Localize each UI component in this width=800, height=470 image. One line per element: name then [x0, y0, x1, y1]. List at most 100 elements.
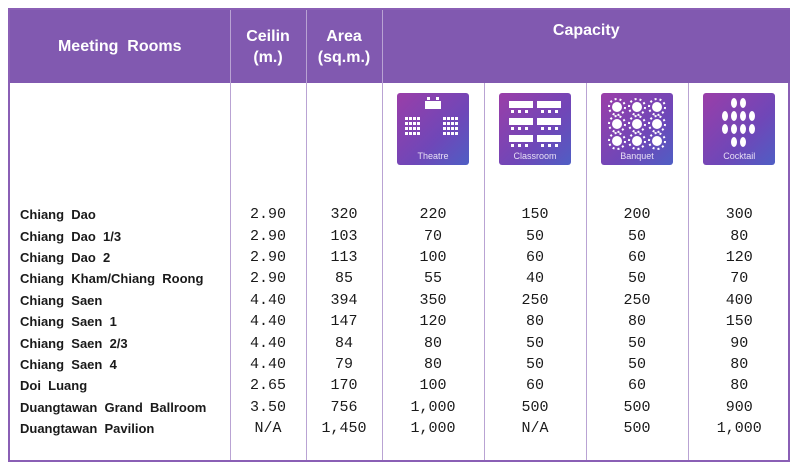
cell-theatre: 100 [382, 246, 485, 269]
cell-area: 147 [306, 310, 383, 333]
layout-theatre-cell: Theatre [382, 83, 485, 204]
cell-ceiling: 2.90 [230, 246, 307, 269]
meeting-rooms-table: Meeting Rooms Ceilin (m.) Area (sq.m.) C… [10, 10, 791, 460]
cell-cocktail: 1,000 [716, 420, 762, 438]
cell-cocktail: 90 [730, 334, 749, 352]
cell-name: Chiang Dao 1/3 [10, 225, 231, 247]
table-row: Chiang Saen 4 4.40 79 80 50 50 80 [10, 353, 790, 376]
cocktail-label: Cocktail [723, 151, 756, 162]
cell-banquet: 200 [586, 203, 689, 226]
table-row: Chiang Dao 1/3 2.90 103 70 50 50 80 [10, 225, 790, 247]
cell-cocktail: 80 [730, 377, 749, 395]
table-row: Chiang Dao 2.90 320 220 150 200 300 [10, 203, 790, 226]
cell-theatre: 80 [382, 332, 485, 354]
header-capacity: Capacity [382, 10, 791, 84]
cell-area: 79 [306, 353, 383, 376]
cell-theatre: 1,000 [382, 418, 485, 440]
bottom-padding-row [10, 439, 790, 460]
cell-classroom: 50 [484, 353, 587, 376]
cell-theatre: 1,000 [382, 396, 485, 419]
header-row: Meeting Rooms Ceilin (m.) Area (sq.m.) C… [10, 10, 791, 84]
cell-cocktail: 300 [725, 206, 753, 224]
cell-area: 170 [306, 375, 383, 397]
cell-cocktail: 150 [725, 313, 753, 331]
cell-banquet: 50 [586, 332, 689, 354]
cell-classroom: 150 [484, 203, 587, 226]
cell-theatre: 220 [382, 203, 485, 226]
cell-name: Chiang Saen 4 [10, 353, 231, 376]
cell-ceiling: 4.40 [230, 353, 307, 376]
cell-area: 394 [306, 289, 383, 311]
cell-area: 756 [306, 396, 383, 419]
table-row: Chiang Saen 2/3 4.40 84 80 50 50 90 [10, 332, 790, 354]
cell-banquet: 50 [586, 353, 689, 376]
cell-ceiling: 4.40 [230, 332, 307, 354]
cell-theatre: 120 [382, 310, 485, 333]
cell-ceiling: 3.50 [230, 396, 307, 419]
theatre-icon: Theatre [397, 93, 469, 166]
cell-banquet: 80 [586, 310, 689, 333]
layout-cocktail-cell: Cocktail [688, 83, 790, 203]
cell-theatre: 100 [382, 375, 485, 397]
cell-ceiling: 2.90 [230, 268, 307, 290]
table-row: Chiang Kham/Chiang Roong 2.90 85 55 40 50 70 [10, 268, 790, 290]
header-ceiling: Ceilin (m.) [230, 10, 307, 84]
cell-name: Duangtawan Pavilion [10, 418, 231, 440]
cell-banquet: 50 [586, 225, 689, 247]
cell-theatre: 70 [382, 225, 485, 247]
cell-banquet: 60 [586, 375, 689, 397]
cell-classroom: 250 [484, 289, 587, 311]
cell-name: Chiang Saen [10, 289, 231, 311]
cell-banquet: 500 [586, 396, 689, 419]
cell-theatre: 80 [382, 353, 485, 376]
classroom-icon: Classroom [499, 93, 571, 166]
cell-classroom: 50 [484, 332, 587, 354]
icons-blank-ceiling [230, 83, 307, 204]
header-area: Area (sq.m.) [306, 10, 383, 84]
cell-area: 85 [306, 268, 383, 290]
theatre-label: Theatre [417, 151, 449, 162]
rooms-body: Chiang Dao 2.90 320 220 150 200 300 Chiang Dao … [10, 203, 790, 440]
cell-area: 320 [306, 203, 383, 226]
cell-cocktail: 400 [725, 291, 753, 309]
header-ceiling-line1: Ceilin [246, 27, 290, 45]
layout-classroom-cell: Classroom [484, 83, 587, 204]
icons-blank-area [306, 83, 383, 204]
cell-cocktail: 80 [730, 356, 749, 374]
cell-name: Chiang Dao [10, 203, 231, 226]
header-area-line1: Area [326, 27, 362, 45]
cell-cocktail: 70 [730, 270, 749, 288]
table-row: Duangtawan Pavilion N/A 1,450 1,000 N/A 500 1,… [10, 418, 790, 440]
cell-classroom: 500 [484, 396, 587, 419]
cell-banquet: 50 [586, 268, 689, 290]
table-row: Chiang Dao 2 2.90 113 100 60 60 120 [10, 246, 790, 269]
layout-icons-row: Theatre [10, 83, 790, 204]
cell-classroom: N/A [484, 418, 587, 440]
table-row: Chiang Saen 4.40 394 350 250 250 400 [10, 289, 790, 311]
cell-classroom: 50 [484, 225, 587, 247]
cell-ceiling: 4.40 [230, 289, 307, 311]
cell-banquet: 250 [586, 289, 689, 311]
header-ceiling-line2: (m.) [253, 48, 283, 66]
cell-cocktail: 80 [730, 227, 749, 245]
cell-area: 113 [306, 246, 383, 269]
cell-name: Chiang Saen 1 [10, 310, 231, 333]
classroom-label: Classroom [513, 151, 557, 162]
cell-area: 84 [306, 332, 383, 354]
header-area-line2: (sq.m.) [317, 48, 371, 66]
cell-classroom: 60 [484, 246, 587, 269]
table-row: Duangtawan Grand Ballroom 3.50 756 1,000 500… [10, 396, 790, 419]
cell-name: Doi Luang [10, 375, 231, 397]
cell-name: Duangtawan Grand Ballroom [10, 396, 231, 419]
cell-area: 1,450 [306, 418, 383, 440]
cocktail-icon: Cocktail [703, 93, 776, 166]
table-row: Doi Luang 2.65 170 100 60 60 80 [10, 375, 790, 397]
cell-banquet: 500 [586, 418, 689, 440]
cell-theatre: 350 [382, 289, 485, 311]
banquet-icon: Banquet [601, 93, 673, 166]
header-meeting-rooms: Meeting Rooms [10, 10, 231, 84]
cell-classroom: 80 [484, 310, 587, 333]
cell-theatre: 55 [382, 268, 485, 290]
cell-classroom: 40 [484, 268, 587, 290]
layout-banquet-cell: Banquet [586, 83, 689, 204]
